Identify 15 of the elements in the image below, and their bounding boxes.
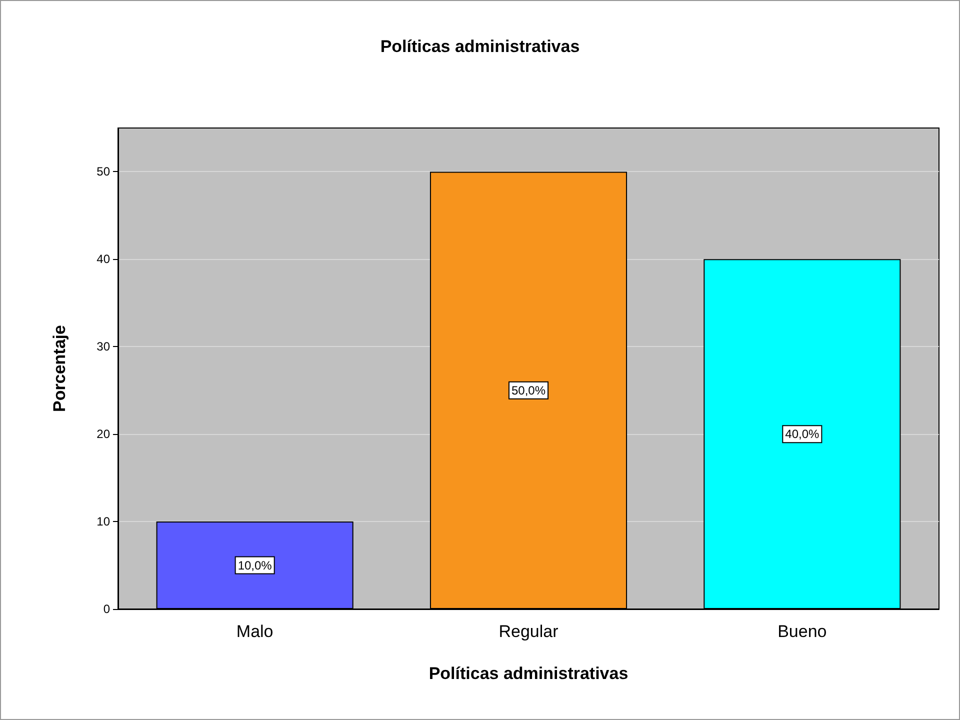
y-tick-label: 50 — [96, 164, 110, 179]
y-axis-title: Porcentaje — [50, 325, 69, 412]
data-label: 50,0% — [511, 383, 546, 398]
x-tick-label: Malo — [236, 622, 274, 641]
data-label: 40,0% — [785, 427, 820, 442]
y-tick-label: 10 — [96, 514, 110, 529]
data-label: 10,0% — [238, 558, 272, 572]
y-tick-label: 0 — [103, 602, 110, 616]
x-tick-label: Regular — [498, 622, 559, 641]
x-axis-title: Políticas administrativas — [428, 664, 628, 683]
y-tick-label: 40 — [96, 252, 110, 266]
x-tick-label: Bueno — [778, 622, 827, 641]
y-tick-label: 20 — [96, 427, 110, 442]
y-tick-label: 30 — [96, 340, 110, 354]
chart-title: Políticas administrativas — [380, 37, 580, 56]
